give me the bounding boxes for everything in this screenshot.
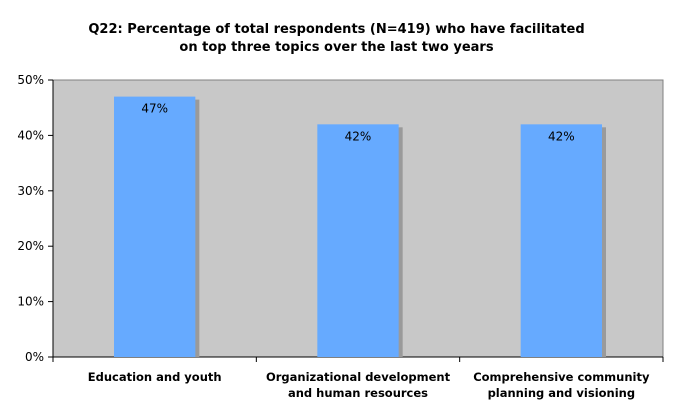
category-label: and human resources [288, 386, 428, 400]
data-label: 42% [548, 129, 575, 143]
bar [520, 124, 602, 357]
bar [114, 96, 196, 358]
chart-title-line-2: on top three topics over the last two ye… [179, 40, 494, 55]
y-tick-label: 40% [17, 128, 44, 142]
y-tick-label: 30% [17, 184, 44, 198]
category-label: Education and youth [88, 370, 222, 384]
y-tick-label: 0% [25, 350, 44, 364]
data-label: 42% [345, 129, 372, 143]
y-tick-label: 20% [17, 239, 44, 253]
y-tick-label: 50% [17, 73, 44, 87]
chart-title-line-1: Q22: Percentage of total respondents (N=… [88, 22, 585, 37]
y-tick-label: 10% [17, 295, 44, 309]
category-label: Comprehensive community [473, 370, 650, 384]
category-label: Organizational development [266, 370, 451, 384]
data-label: 47% [141, 102, 168, 116]
category-label: planning and visioning [488, 386, 636, 400]
bar [317, 124, 399, 357]
